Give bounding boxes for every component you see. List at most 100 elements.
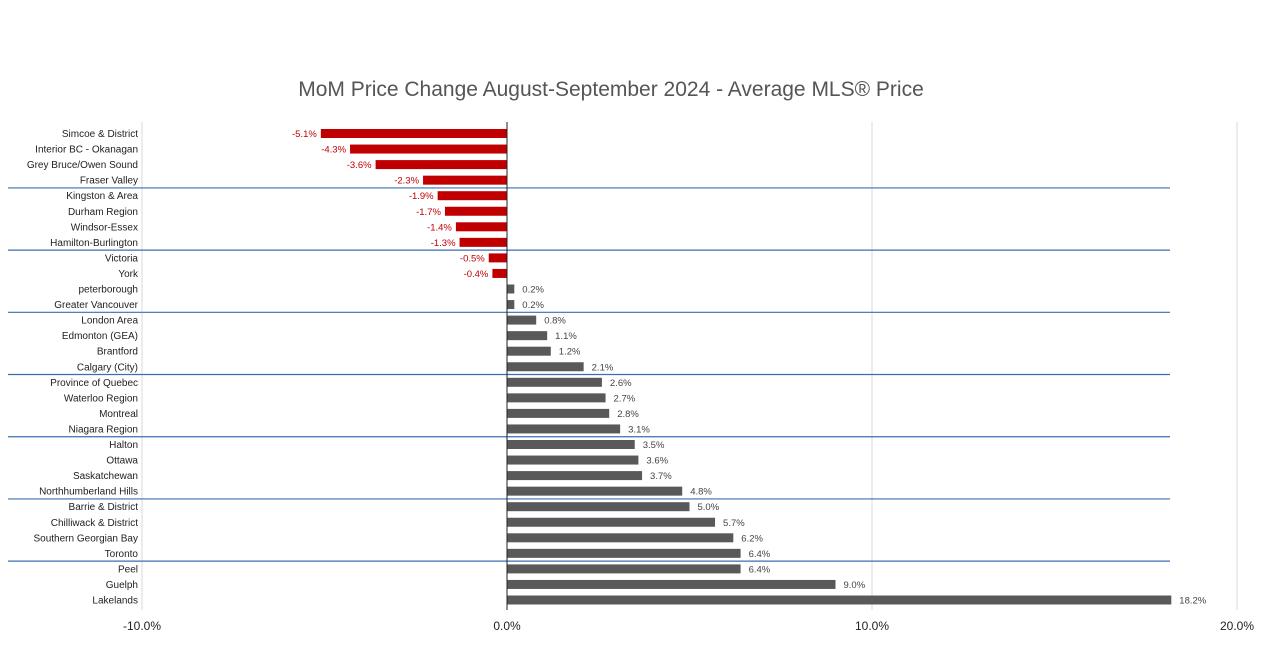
chart-title: MoM Price Change August-September 2024 -… xyxy=(298,78,924,101)
category-label: Guelph xyxy=(106,580,138,591)
data-label: -4.3% xyxy=(321,145,346,156)
category-label: Victoria xyxy=(105,253,139,264)
data-label: 2.1% xyxy=(592,362,614,373)
bar xyxy=(492,268,507,278)
data-label: -1.3% xyxy=(431,238,456,249)
bar xyxy=(507,440,635,449)
category-label: Niagara Region xyxy=(69,424,139,435)
data-label: 5.7% xyxy=(723,518,745,529)
data-label: 4.8% xyxy=(690,487,712,498)
bar xyxy=(507,564,741,574)
category-label: Durham Region xyxy=(68,207,138,218)
bar xyxy=(507,471,643,481)
bar xyxy=(444,206,507,216)
category-label: York xyxy=(118,269,139,280)
bar xyxy=(437,191,507,201)
data-label: -0.5% xyxy=(460,253,485,264)
data-label: 3.7% xyxy=(650,471,672,482)
category-label: Province of Quebec xyxy=(50,378,138,389)
category-label: Peel xyxy=(118,564,138,575)
bar xyxy=(507,346,551,356)
bar xyxy=(507,486,683,496)
category-label: Calgary (City) xyxy=(77,362,138,373)
category-label: Fraser Valley xyxy=(80,176,138,187)
category-label: Saskatchewan xyxy=(73,471,138,482)
category-label: Montreal xyxy=(99,409,138,420)
category-label: Southern Georgian Bay xyxy=(33,533,138,544)
category-label: Waterloo Region xyxy=(64,393,138,404)
category-label: Kingston & Area xyxy=(66,191,138,202)
bar xyxy=(459,237,507,247)
bar xyxy=(507,424,621,434)
data-label: 2.7% xyxy=(614,393,636,404)
bar xyxy=(507,579,836,589)
data-label: -5.1% xyxy=(292,129,317,140)
data-label: -1.9% xyxy=(409,191,434,202)
data-label: 6.2% xyxy=(741,533,763,544)
bar xyxy=(507,533,734,543)
bar xyxy=(507,408,610,418)
bar xyxy=(375,160,507,170)
bar xyxy=(320,129,507,138)
x-tick-label: 20.0% xyxy=(1220,619,1254,633)
bar xyxy=(507,377,602,387)
data-label: 0.8% xyxy=(544,316,566,327)
data-label: -1.4% xyxy=(427,222,452,233)
category-label: Brantford xyxy=(97,347,138,358)
bar xyxy=(507,300,515,310)
data-label: 3.1% xyxy=(628,424,650,435)
category-label: Hamilton-Burlington xyxy=(50,238,138,249)
bar xyxy=(507,362,584,372)
bar xyxy=(507,595,1172,605)
category-label: Halton xyxy=(109,440,138,451)
bar xyxy=(350,144,507,154)
data-label: 5.0% xyxy=(698,502,720,513)
x-tick-label: -10.0% xyxy=(123,619,161,633)
category-label: Interior BC - Okanagan xyxy=(35,145,138,156)
bar xyxy=(507,548,741,558)
category-label: London Area xyxy=(81,316,138,327)
data-label: 0.2% xyxy=(522,300,544,311)
bar xyxy=(507,393,606,403)
category-label: Chilliwack & District xyxy=(51,518,138,529)
bar xyxy=(507,315,537,325)
category-label: peterborough xyxy=(79,285,139,296)
category-label: Ottawa xyxy=(106,456,138,467)
bar xyxy=(507,517,716,527)
data-label: -1.7% xyxy=(416,207,441,218)
category-label: Lakelands xyxy=(92,596,138,607)
category-label: Simcoe & District xyxy=(62,129,138,140)
data-label: 9.0% xyxy=(844,580,866,591)
bar xyxy=(488,253,507,263)
bar xyxy=(423,175,507,185)
data-label: -0.4% xyxy=(464,269,489,280)
category-label: Toronto xyxy=(105,549,139,560)
category-label: Northhumberland Hills xyxy=(39,487,138,498)
x-tick-label: 0.0% xyxy=(493,619,521,633)
x-tick-label: 10.0% xyxy=(855,619,889,633)
data-label: 18.2% xyxy=(1179,596,1206,607)
data-label: 1.1% xyxy=(555,331,577,342)
bar xyxy=(455,222,507,232)
bar xyxy=(507,455,639,465)
data-label: 3.5% xyxy=(643,440,665,451)
category-label: Grey Bruce/Owen Sound xyxy=(27,160,138,171)
category-label: Edmonton (GEA) xyxy=(62,331,138,342)
bar xyxy=(507,502,690,512)
data-label: 2.6% xyxy=(610,378,632,389)
data-label: 1.2% xyxy=(559,347,581,358)
data-label: 2.8% xyxy=(617,409,639,420)
data-label: 0.2% xyxy=(522,285,544,296)
data-label: 6.4% xyxy=(749,549,771,560)
data-label: -3.6% xyxy=(347,160,372,171)
data-label: -2.3% xyxy=(394,176,419,187)
category-label: Greater Vancouver xyxy=(54,300,138,311)
bar xyxy=(507,284,515,294)
category-label: Barrie & District xyxy=(69,502,139,513)
category-label: Windsor-Essex xyxy=(71,222,138,233)
bar xyxy=(507,331,548,341)
data-label: 3.6% xyxy=(646,456,668,467)
data-label: 6.4% xyxy=(749,564,771,575)
